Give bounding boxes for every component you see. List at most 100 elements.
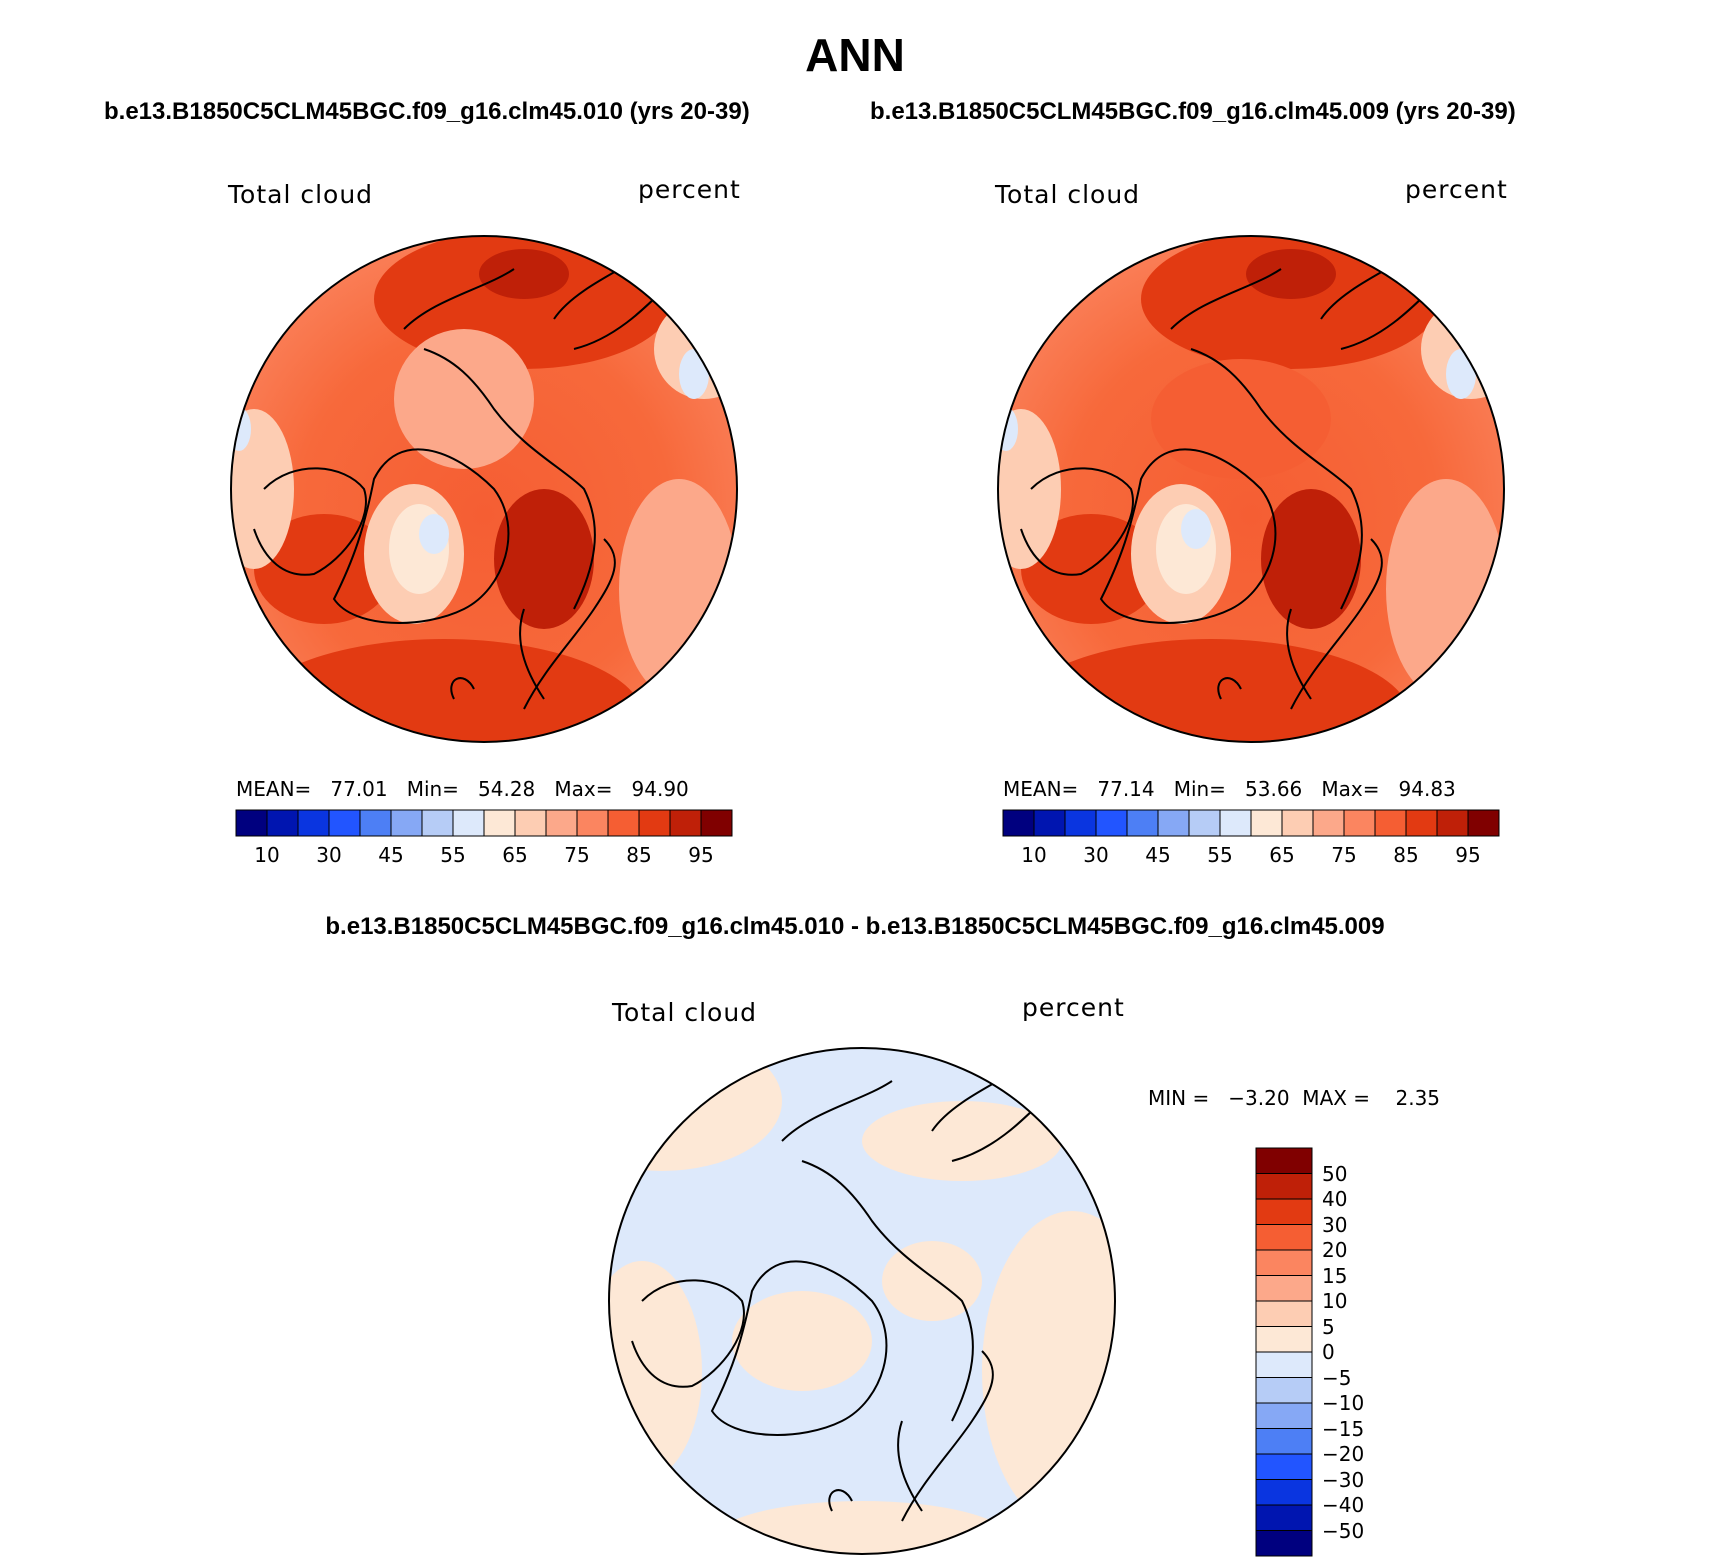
colorbar-swatch bbox=[1436, 809, 1469, 837]
colorbar-b bbox=[1002, 809, 1500, 837]
panel-a-units: percent bbox=[638, 175, 741, 204]
colorbar-swatch bbox=[1255, 1453, 1313, 1480]
colorbar-swatch bbox=[421, 809, 454, 837]
colorbar-swatch bbox=[1095, 809, 1128, 837]
colorbar-swatch bbox=[266, 809, 299, 837]
colorbar-diff bbox=[1255, 1147, 1313, 1557]
colorbar-swatch bbox=[638, 809, 671, 837]
colorbar-swatch bbox=[1250, 809, 1283, 837]
colorbar-swatch bbox=[390, 809, 423, 837]
colorbar-swatch bbox=[1405, 809, 1438, 837]
colorbar-tick-label: 30 bbox=[1322, 1212, 1348, 1237]
colorbar-tick-label: 85 bbox=[1393, 843, 1419, 867]
colorbar-tick-label: 75 bbox=[564, 843, 590, 867]
colorbar-tick-label: 85 bbox=[626, 843, 652, 867]
colorbar-swatch bbox=[514, 809, 547, 837]
panel-b-variable: Total cloud bbox=[995, 180, 1141, 209]
panel-diff-variable: Total cloud bbox=[612, 998, 758, 1027]
colorbar-tick-label: 65 bbox=[1269, 843, 1295, 867]
colorbar-swatch bbox=[1255, 1147, 1313, 1174]
colorbar-tick-label: 65 bbox=[502, 843, 528, 867]
colorbar-swatch bbox=[1343, 809, 1376, 837]
colorbar-tick-label: 30 bbox=[1083, 843, 1109, 867]
colorbar-swatch bbox=[1255, 1326, 1313, 1353]
colorbar-swatch bbox=[483, 809, 516, 837]
case-b-title: b.e13.B1850C5CLM45BGC.f09_g16.clm45.009 … bbox=[870, 98, 1516, 125]
colorbar-tick-label: −20 bbox=[1322, 1442, 1365, 1466]
colorbar-swatch bbox=[328, 809, 361, 837]
colorbar-swatch bbox=[1255, 1402, 1313, 1429]
colorbar-a bbox=[235, 809, 733, 837]
colorbar-swatch bbox=[359, 809, 392, 837]
colorbar-swatch bbox=[1467, 809, 1500, 837]
diff-title: b.e13.B1850C5CLM45BGC.f09_g16.clm45.010 … bbox=[325, 913, 1385, 940]
colorbar-swatch bbox=[1255, 1428, 1313, 1455]
colorbar-tick-label: −5 bbox=[1322, 1365, 1352, 1390]
colorbar-swatch bbox=[1188, 809, 1221, 837]
colorbar-swatch bbox=[1255, 1224, 1313, 1251]
colorbar-tick-label: 50 bbox=[1322, 1161, 1348, 1186]
panel-a-variable: Total cloud bbox=[228, 180, 374, 209]
colorbar-tick-label: 15 bbox=[1322, 1263, 1348, 1288]
colorbar-swatch bbox=[1219, 809, 1252, 837]
colorbar-swatch bbox=[1255, 1530, 1313, 1557]
map-a bbox=[230, 235, 738, 743]
map-b bbox=[997, 235, 1505, 743]
figure-title: ANN bbox=[805, 29, 905, 81]
colorbar-tick-label: 5 bbox=[1322, 1314, 1335, 1339]
colorbar-swatch bbox=[1255, 1351, 1313, 1378]
colorbar-tick-label: −30 bbox=[1322, 1467, 1365, 1492]
panel-b-stats: MEAN= 77.14 Min= 53.66 Max= 94.83 bbox=[1003, 777, 1456, 801]
colorbar-swatch bbox=[1312, 809, 1345, 837]
panel-diff-units: percent bbox=[1022, 993, 1125, 1022]
colorbar-tick-label: −10 bbox=[1322, 1391, 1365, 1415]
colorbar-tick-label: 75 bbox=[1331, 843, 1357, 867]
map-diff bbox=[608, 1047, 1116, 1555]
colorbar-swatch bbox=[1281, 809, 1314, 837]
colorbar-swatch bbox=[1126, 809, 1159, 837]
colorbar-tick-label: 10 bbox=[254, 843, 280, 867]
colorbar-swatch bbox=[297, 809, 330, 837]
colorbar-swatch bbox=[1255, 1479, 1313, 1506]
colorbar-tick-label: 10 bbox=[1021, 843, 1047, 867]
colorbar-swatch bbox=[1002, 809, 1035, 837]
colorbar-swatch bbox=[1255, 1300, 1313, 1327]
colorbar-swatch bbox=[1157, 809, 1190, 837]
colorbar-swatch bbox=[545, 809, 578, 837]
colorbar-swatch bbox=[1064, 809, 1097, 837]
colorbar-diff-labels: 50 40 30 20 15 10 5 0 −5 −10 −15 −20 −30 −40 −50 bbox=[1322, 1148, 1382, 1556]
case-a-title: b.e13.B1850C5CLM45BGC.f09_g16.clm45.010 … bbox=[104, 98, 750, 125]
colorbar-tick-label: 95 bbox=[688, 843, 714, 867]
panel-diff-stats: MIN = −3.20 MAX = 2.35 bbox=[1148, 1086, 1441, 1110]
colorbar-swatch bbox=[1374, 809, 1407, 837]
colorbar-swatch bbox=[1255, 1173, 1313, 1200]
colorbar-tick-label: 45 bbox=[378, 843, 404, 867]
colorbar-swatch bbox=[1255, 1275, 1313, 1302]
colorbar-swatch bbox=[1255, 1504, 1313, 1531]
colorbar-tick-label: −40 bbox=[1322, 1493, 1365, 1517]
colorbar-tick-label: −50 bbox=[1322, 1518, 1365, 1543]
colorbar-swatch bbox=[235, 809, 268, 837]
colorbar-tick-label: 20 bbox=[1322, 1238, 1348, 1262]
panel-b-units: percent bbox=[1405, 175, 1508, 204]
colorbar-tick-label: −15 bbox=[1322, 1416, 1365, 1441]
colorbar-swatch bbox=[607, 809, 640, 837]
colorbar-tick-label: 30 bbox=[316, 843, 342, 867]
colorbar-swatch bbox=[1255, 1198, 1313, 1225]
colorbar-swatch bbox=[1255, 1377, 1313, 1404]
colorbar-tick-label: 95 bbox=[1455, 843, 1481, 867]
colorbar-tick-label: 55 bbox=[440, 843, 466, 867]
colorbar-swatch bbox=[576, 809, 609, 837]
colorbar-tick-label: 10 bbox=[1322, 1289, 1348, 1313]
panel-a-stats: MEAN= 77.01 Min= 54.28 Max= 94.90 bbox=[236, 777, 689, 801]
colorbar-swatch bbox=[700, 809, 733, 837]
colorbar-swatch bbox=[1255, 1249, 1313, 1276]
colorbar-tick-label: 0 bbox=[1322, 1340, 1335, 1364]
colorbar-swatch bbox=[1033, 809, 1066, 837]
colorbar-a-labels: 10 30 45 55 65 75 85 95 bbox=[236, 843, 732, 867]
colorbar-tick-label: 45 bbox=[1145, 843, 1171, 867]
colorbar-tick-label: 55 bbox=[1207, 843, 1233, 867]
colorbar-swatch bbox=[669, 809, 702, 837]
colorbar-swatch bbox=[452, 809, 485, 837]
colorbar-b-labels: 10 30 45 55 65 75 85 95 bbox=[1003, 843, 1499, 867]
